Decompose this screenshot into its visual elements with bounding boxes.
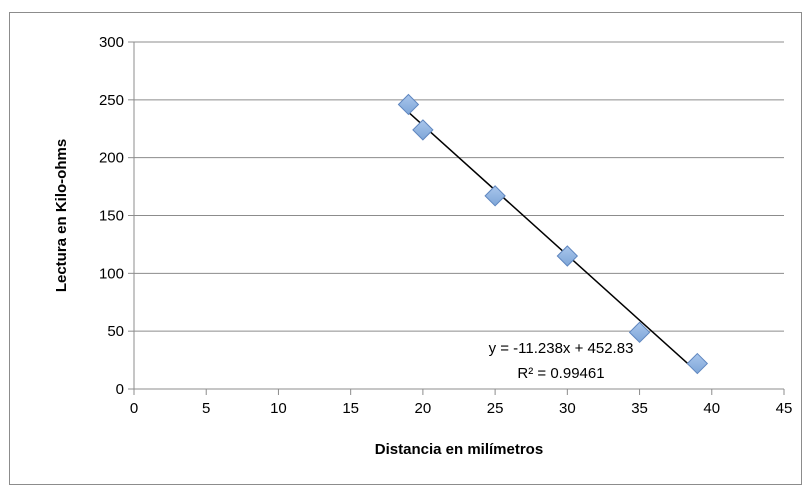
- y-tick-label-100: 100: [99, 265, 124, 282]
- x-tick-label-5: 5: [202, 400, 210, 417]
- axes: [128, 41, 785, 395]
- trendline-r-squared: R² = 0.99461: [517, 365, 604, 382]
- data-point-3: [484, 185, 506, 207]
- data-point-2: [412, 119, 434, 141]
- y-tick-label-50: 50: [107, 323, 124, 340]
- x-tick-label-45: 45: [776, 400, 793, 417]
- grid-lines: [134, 41, 784, 332]
- x-tick-labels: 0 5 10 15 20 25 30 35 40 45: [130, 400, 793, 417]
- y-tick-label-0: 0: [116, 381, 124, 398]
- y-tick-label-250: 250: [99, 92, 124, 109]
- chart-frame: [9, 12, 802, 485]
- x-tick-label-10: 10: [270, 400, 287, 417]
- data-points: [397, 93, 709, 375]
- x-tick-label-40: 40: [703, 400, 720, 417]
- data-point-6: [686, 352, 709, 375]
- y-tick-label-300: 300: [99, 34, 124, 51]
- x-tick-label-25: 25: [487, 400, 504, 417]
- x-tick-label-20: 20: [415, 400, 432, 417]
- data-point-4: [556, 245, 579, 267]
- x-tick-label-35: 35: [631, 400, 648, 417]
- x-tick-label-0: 0: [130, 400, 138, 417]
- trendline-line: [407, 111, 698, 373]
- data-point-1: [397, 93, 420, 116]
- y-tick-label-200: 200: [99, 150, 124, 167]
- x-tick-label-15: 15: [342, 400, 359, 417]
- trendline-equation: y = -11.238x + 452.83: [489, 340, 634, 357]
- x-tick-label-30: 30: [559, 400, 576, 417]
- y-tick-labels: 0 50 100 150 200 250 300: [99, 34, 124, 398]
- data-point-5: [628, 321, 651, 344]
- y-tick-label-150: 150: [99, 208, 124, 225]
- y-axis-title: Lectura en Kilo-ohms: [53, 139, 70, 292]
- trendline: [407, 111, 698, 373]
- x-axis-title: Distancia en milímetros: [375, 441, 543, 458]
